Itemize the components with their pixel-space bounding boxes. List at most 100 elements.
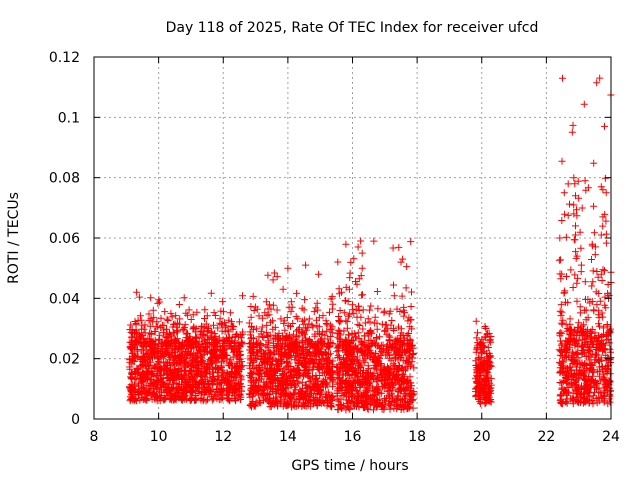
data-points xyxy=(126,74,615,414)
data-point xyxy=(379,383,387,391)
data-point xyxy=(378,389,386,397)
data-point xyxy=(390,281,397,289)
data-point xyxy=(388,317,396,324)
data-point xyxy=(150,365,158,372)
data-point xyxy=(562,320,570,328)
data-point xyxy=(153,393,160,401)
data-point xyxy=(406,387,414,394)
data-point xyxy=(286,379,294,387)
data-point xyxy=(595,397,603,405)
data-point xyxy=(396,334,404,342)
data-point xyxy=(376,396,384,404)
data-point xyxy=(572,231,579,239)
data-point xyxy=(570,174,578,182)
data-point xyxy=(245,319,253,327)
data-point xyxy=(336,395,344,403)
data-point xyxy=(170,348,178,356)
data-point xyxy=(200,358,208,366)
data-point xyxy=(215,380,223,388)
data-point xyxy=(134,346,142,353)
data-point xyxy=(355,275,363,283)
data-point xyxy=(181,324,189,332)
data-point xyxy=(231,363,239,371)
data-point xyxy=(556,330,564,338)
data-point xyxy=(341,309,349,317)
data-point xyxy=(263,332,271,340)
data-point xyxy=(223,369,231,377)
data-point xyxy=(400,405,408,413)
data-point xyxy=(562,387,570,395)
data-point xyxy=(573,297,581,305)
data-point xyxy=(189,311,197,319)
data-point xyxy=(282,384,289,392)
data-point xyxy=(590,334,598,342)
data-point xyxy=(153,318,161,326)
data-point xyxy=(573,384,581,392)
data-point xyxy=(313,390,321,398)
data-point xyxy=(405,341,413,349)
data-point xyxy=(257,399,265,407)
data-point xyxy=(405,382,413,390)
data-point xyxy=(139,361,147,369)
data-point xyxy=(228,388,236,396)
data-point xyxy=(269,276,277,284)
data-point xyxy=(596,357,603,365)
data-point xyxy=(278,391,285,399)
data-point xyxy=(575,399,583,407)
data-point xyxy=(146,322,154,330)
data-point xyxy=(155,369,163,377)
data-point xyxy=(269,356,276,364)
data-point xyxy=(404,317,412,325)
data-point xyxy=(347,337,355,345)
data-point xyxy=(405,314,413,322)
data-point xyxy=(264,271,272,279)
data-point xyxy=(558,398,566,406)
data-point xyxy=(359,340,367,348)
data-point xyxy=(370,237,378,245)
data-point xyxy=(569,400,577,408)
data-point xyxy=(482,325,490,332)
data-point xyxy=(260,357,267,365)
data-point xyxy=(301,402,309,409)
data-point xyxy=(402,284,410,292)
data-point xyxy=(390,327,398,334)
data-point xyxy=(482,333,490,341)
data-point xyxy=(172,337,180,345)
data-point xyxy=(373,376,381,383)
data-point xyxy=(226,383,234,391)
data-point xyxy=(477,391,485,399)
x-tick-label: 10 xyxy=(150,429,168,445)
data-point xyxy=(559,357,567,365)
data-point xyxy=(406,335,414,343)
data-point xyxy=(157,314,165,322)
data-point xyxy=(246,364,254,372)
data-point xyxy=(348,357,356,365)
data-point xyxy=(281,326,289,334)
data-point xyxy=(215,353,223,360)
data-point xyxy=(557,341,565,349)
data-point xyxy=(163,389,170,396)
data-point xyxy=(306,402,314,410)
data-point xyxy=(135,293,143,301)
data-point xyxy=(601,293,609,301)
data-point xyxy=(162,362,170,370)
data-point xyxy=(593,301,601,309)
data-point xyxy=(164,373,172,381)
data-point xyxy=(480,365,487,373)
data-point xyxy=(221,346,228,354)
data-point xyxy=(564,211,572,219)
data-point xyxy=(364,315,372,323)
data-point xyxy=(182,334,190,342)
data-point xyxy=(180,362,188,370)
data-point xyxy=(305,367,313,375)
data-point xyxy=(407,393,414,401)
data-point xyxy=(376,333,384,341)
data-point xyxy=(283,372,290,380)
data-point xyxy=(375,388,382,396)
data-point xyxy=(202,367,210,375)
data-point xyxy=(270,269,278,277)
data-point xyxy=(473,342,481,350)
data-point xyxy=(273,386,281,394)
data-point xyxy=(277,315,285,323)
data-point xyxy=(178,355,185,363)
